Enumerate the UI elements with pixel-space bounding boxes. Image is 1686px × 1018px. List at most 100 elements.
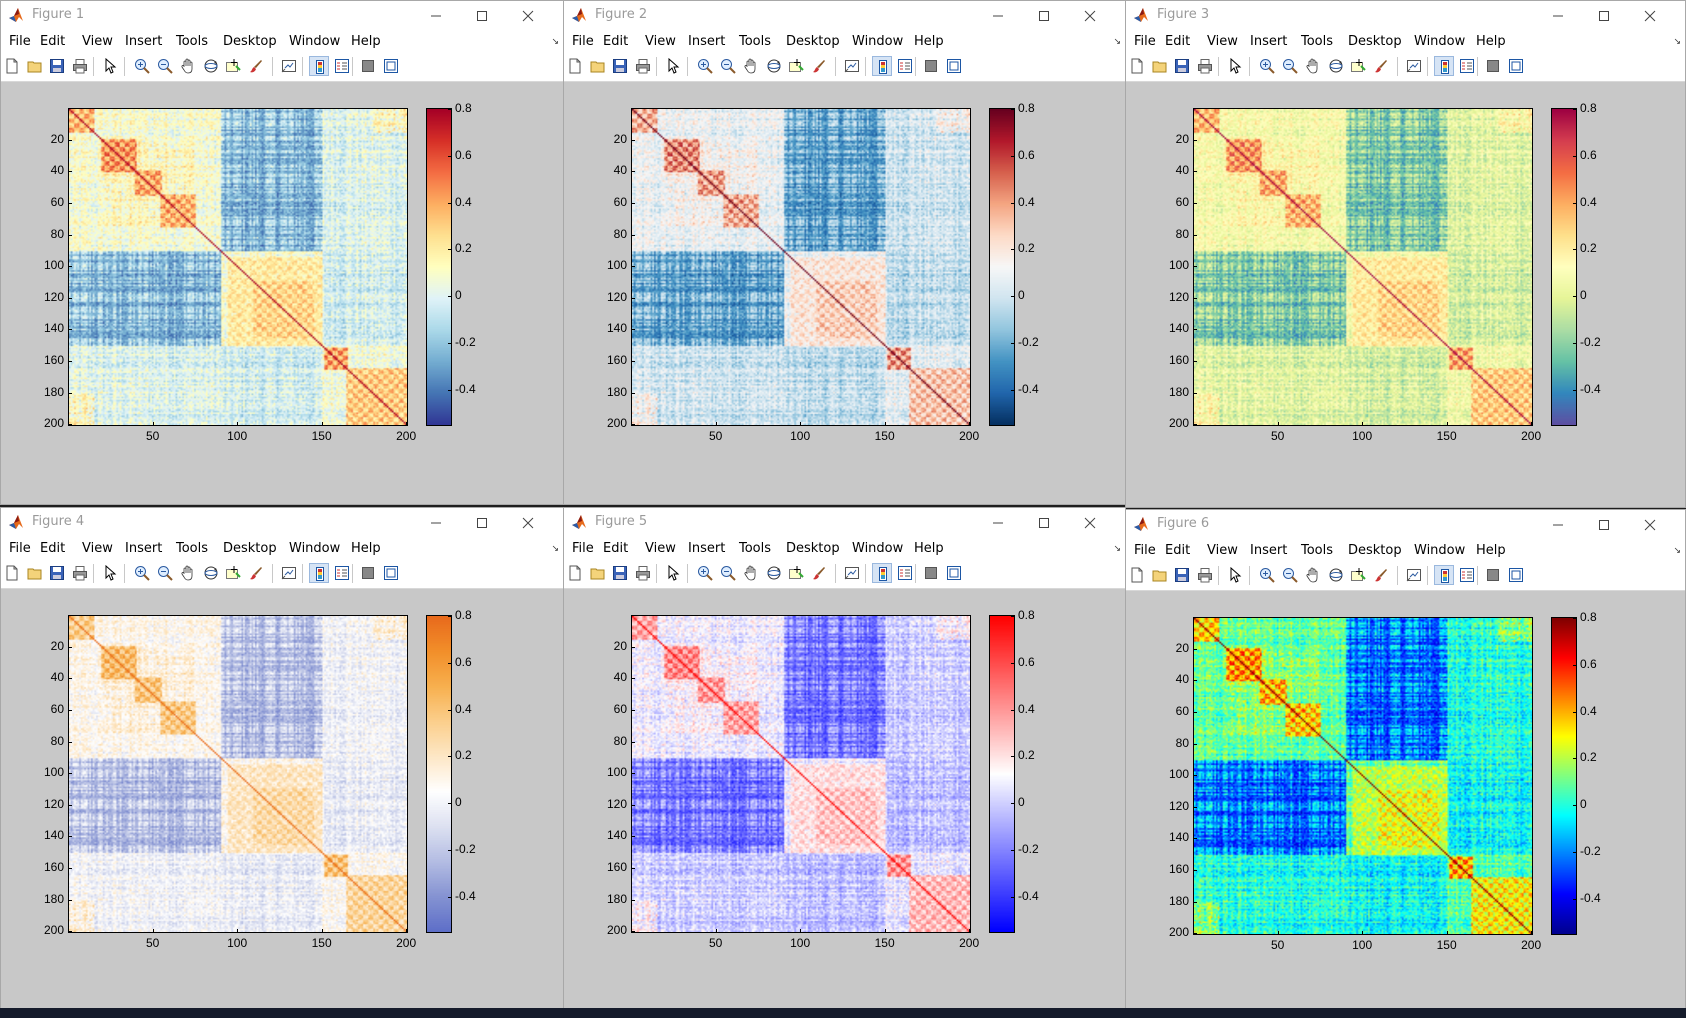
show-plot-tools-button[interactable] <box>381 563 401 583</box>
zoom-out-button[interactable] <box>155 56 175 76</box>
insert-legend-button[interactable] <box>1457 565 1477 585</box>
edit-plot-arrow-button[interactable] <box>100 563 120 583</box>
brush-button[interactable] <box>809 56 829 76</box>
menu-edit[interactable]: Edit <box>603 34 629 49</box>
menu-view[interactable]: View <box>645 34 676 49</box>
show-plot-tools-button[interactable] <box>1506 56 1526 76</box>
new-figure-button[interactable] <box>565 563 585 583</box>
rotate-3d-button[interactable] <box>1326 56 1346 76</box>
menu-help[interactable]: Help <box>914 34 944 49</box>
menu-view[interactable]: View <box>82 541 113 556</box>
save-button[interactable] <box>47 56 67 76</box>
insert-colorbar-button[interactable] <box>872 56 892 76</box>
pan-hand-button[interactable] <box>1303 565 1323 585</box>
correlation-heatmap[interactable] <box>1194 618 1532 934</box>
colorbar[interactable] <box>989 108 1015 426</box>
menu-desktop[interactable]: Desktop <box>786 34 840 49</box>
show-plot-tools-button[interactable] <box>944 56 964 76</box>
new-figure-button[interactable] <box>1127 565 1147 585</box>
rotate-3d-button[interactable] <box>764 563 784 583</box>
menu-insert[interactable]: Insert <box>125 541 163 556</box>
title-bar[interactable]: Figure 2 <box>564 1 1125 29</box>
menu-window[interactable]: Window <box>289 541 341 556</box>
zoom-in-button[interactable] <box>132 563 152 583</box>
brush-button[interactable] <box>1371 56 1391 76</box>
save-button[interactable] <box>1172 565 1192 585</box>
edit-plot-arrow-button[interactable] <box>100 56 120 76</box>
menu-edit[interactable]: Edit <box>603 541 629 556</box>
correlation-heatmap[interactable] <box>1194 109 1532 425</box>
print-button[interactable] <box>1195 565 1215 585</box>
zoom-out-button[interactable] <box>718 563 738 583</box>
maximize-button[interactable] <box>1581 510 1627 538</box>
minimize-button[interactable] <box>1535 510 1581 538</box>
link-plot-button[interactable] <box>279 563 299 583</box>
figure-window[interactable]: Figure 4 File Edit View Insert Tools Desktop Wi… <box>0 507 564 1012</box>
menu-tools[interactable]: Tools <box>1301 543 1334 558</box>
open-file-button[interactable] <box>25 56 45 76</box>
heatmap-axes[interactable] <box>68 615 408 933</box>
link-plot-button[interactable] <box>1404 565 1424 585</box>
zoom-out-button[interactable] <box>1280 565 1300 585</box>
brush-button[interactable] <box>1371 565 1391 585</box>
menu-tools[interactable]: Tools <box>176 541 209 556</box>
menu-desktop[interactable]: Desktop <box>223 541 277 556</box>
dock-arrow-icon[interactable]: ↘ <box>551 543 559 553</box>
zoom-out-button[interactable] <box>718 56 738 76</box>
minimize-button[interactable] <box>413 508 459 536</box>
correlation-heatmap[interactable] <box>69 109 407 425</box>
data-cursor-button[interactable] <box>223 56 243 76</box>
pan-hand-button[interactable] <box>1303 56 1323 76</box>
title-bar[interactable]: Figure 1 <box>1 1 563 29</box>
pan-hand-button[interactable] <box>741 563 761 583</box>
menu-tools[interactable]: Tools <box>176 34 209 49</box>
menu-window[interactable]: Window <box>289 34 341 49</box>
maximize-button[interactable] <box>459 1 505 29</box>
zoom-in-button[interactable] <box>1257 56 1277 76</box>
menu-desktop[interactable]: Desktop <box>786 541 840 556</box>
insert-colorbar-button[interactable] <box>309 563 329 583</box>
zoom-in-button[interactable] <box>695 563 715 583</box>
menu-help[interactable]: Help <box>1476 543 1506 558</box>
zoom-in-button[interactable] <box>695 56 715 76</box>
maximize-button[interactable] <box>1581 1 1627 29</box>
dock-arrow-icon[interactable]: ↘ <box>1673 545 1681 555</box>
new-figure-button[interactable] <box>565 56 585 76</box>
insert-legend-button[interactable] <box>1457 56 1477 76</box>
show-plot-tools-button[interactable] <box>944 563 964 583</box>
menu-edit[interactable]: Edit <box>1165 34 1191 49</box>
figure-window[interactable]: Figure 6 File Edit View Insert Tools Desktop Wi… <box>1125 509 1686 1012</box>
close-button[interactable] <box>1627 1 1673 29</box>
menu-window[interactable]: Window <box>852 541 904 556</box>
link-plot-button[interactable] <box>1404 56 1424 76</box>
close-button[interactable] <box>505 1 551 29</box>
menu-help[interactable]: Help <box>351 34 381 49</box>
menu-insert[interactable]: Insert <box>1250 543 1288 558</box>
title-bar[interactable]: Figure 6 <box>1126 510 1685 538</box>
colorbar[interactable] <box>1551 108 1577 426</box>
hide-plot-tools-button[interactable] <box>921 56 941 76</box>
menu-file[interactable]: File <box>9 541 31 556</box>
menu-edit[interactable]: Edit <box>1165 543 1191 558</box>
colorbar[interactable] <box>426 108 452 426</box>
figure-window[interactable]: Figure 2 File Edit View Insert Tools Desktop Wi… <box>563 0 1126 505</box>
rotate-3d-button[interactable] <box>764 56 784 76</box>
show-plot-tools-button[interactable] <box>381 56 401 76</box>
save-button[interactable] <box>610 56 630 76</box>
close-button[interactable] <box>1627 510 1673 538</box>
heatmap-axes[interactable] <box>1193 108 1533 426</box>
edit-plot-arrow-button[interactable] <box>1225 56 1245 76</box>
menu-view[interactable]: View <box>645 541 676 556</box>
data-cursor-button[interactable] <box>786 56 806 76</box>
print-button[interactable] <box>1195 56 1215 76</box>
menu-help[interactable]: Help <box>1476 34 1506 49</box>
menu-window[interactable]: Window <box>1414 34 1466 49</box>
save-button[interactable] <box>1172 56 1192 76</box>
new-figure-button[interactable] <box>1127 56 1147 76</box>
new-figure-button[interactable] <box>2 56 22 76</box>
save-button[interactable] <box>610 563 630 583</box>
menu-help[interactable]: Help <box>914 541 944 556</box>
hide-plot-tools-button[interactable] <box>358 56 378 76</box>
figure-window[interactable]: Figure 3 File Edit View Insert Tools Desktop Wi… <box>1125 0 1686 508</box>
dock-arrow-icon[interactable]: ↘ <box>551 36 559 46</box>
